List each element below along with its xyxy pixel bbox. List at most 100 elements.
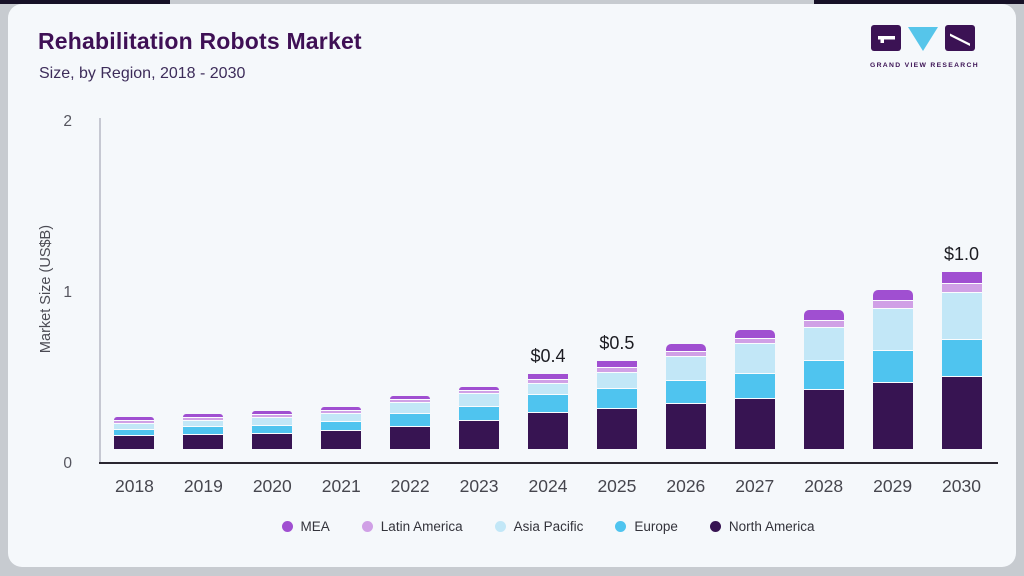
top-left-dark-strip	[0, 0, 170, 4]
x-axis-label-2022: 2022	[390, 476, 430, 496]
top-right-dark-strip	[814, 0, 1024, 4]
bar-segment-asia-pacific	[183, 420, 224, 427]
legend-label: Europe	[634, 519, 678, 534]
bar-2028	[803, 309, 844, 449]
bar-segment-latin-america	[665, 351, 706, 356]
bar-segment-latin-america	[941, 283, 982, 292]
bar-segment-latin-america	[459, 389, 500, 394]
bar-segment-north-america	[872, 382, 913, 449]
legend-label: Latin America	[380, 519, 463, 534]
bar-segment-asia-pacific	[872, 307, 913, 350]
y-axis-line	[99, 118, 101, 464]
bar-segment-europe	[252, 424, 293, 433]
bar-segment-europe	[527, 393, 568, 413]
x-axis-line	[99, 462, 998, 464]
y-tick-2: 2	[63, 113, 72, 130]
x-axis-label-2018: 2018	[114, 476, 154, 496]
bar-segment-europe	[596, 387, 637, 408]
x-axis-label-2025: 2025	[597, 476, 637, 496]
bar-value-label-2025: $0.5	[599, 333, 635, 354]
bar-segment-asia-pacific	[665, 355, 706, 381]
bar-segment-north-america	[114, 435, 155, 449]
bar-segment-asia-pacific	[803, 326, 844, 361]
bar-segment-mea	[527, 373, 568, 379]
bar-segment-latin-america	[803, 319, 844, 327]
bar-2030: $1.0	[941, 244, 982, 449]
bar-segment-asia-pacific	[114, 423, 155, 429]
bar-segment-mea	[390, 395, 431, 399]
legend-label: Asia Pacific	[513, 519, 584, 534]
bar-2023	[459, 386, 500, 449]
bar-segment-north-america	[252, 432, 293, 449]
bar-2018	[114, 417, 155, 449]
bar-segment-latin-america	[596, 367, 637, 372]
legend-item-north-america: North America	[709, 519, 815, 534]
bar-segment-latin-america	[390, 398, 431, 402]
bar-segment-mea	[596, 361, 637, 368]
page-title: Rehabilitation Robots Market	[38, 28, 362, 54]
bar-segment-mea	[665, 344, 706, 352]
bar-segment-europe	[114, 428, 155, 436]
bar-2026	[665, 344, 706, 449]
legend-label: North America	[728, 519, 815, 534]
bar-segment-europe	[183, 426, 224, 434]
bar-segment-latin-america	[527, 378, 568, 383]
bar-2027	[734, 329, 775, 449]
y-tick-0: 0	[63, 455, 72, 472]
bar-2022	[390, 395, 431, 449]
bar-segment-north-america	[941, 375, 982, 449]
bar-2025: $0.5	[596, 333, 637, 449]
page-subtitle: Size, by Region, 2018 - 2030	[39, 65, 246, 82]
bar-value-label-2024: $0.4	[530, 345, 566, 366]
chart-legend: MEA Latin America Asia Pacific Europe North …	[100, 519, 996, 534]
bar-segment-north-america	[527, 412, 568, 449]
bar-segment-north-america	[734, 397, 775, 449]
bar-segment-asia-pacific	[734, 343, 775, 374]
gvr-logo-icon	[871, 25, 975, 51]
bar-2021	[321, 406, 362, 449]
bar-2019	[183, 414, 224, 449]
x-axis-label-2023: 2023	[459, 476, 499, 496]
legend-dot-mea	[281, 521, 293, 532]
bar-segment-asia-pacific	[941, 291, 982, 340]
bar-segment-mea	[734, 329, 775, 339]
x-axis-labels: 2018 2019 2020 2021 2022 2023 2024 2025 2026 2027…	[100, 476, 996, 497]
x-axis-label-2027: 2027	[735, 476, 775, 496]
bar-segment-europe	[803, 360, 844, 390]
grand-view-research-logo: GRAND VIEW RESEARCH	[870, 24, 979, 69]
legend-dot-north-america	[709, 521, 721, 532]
bar-value-label-2030: $1.0	[943, 243, 980, 264]
bar-segment-latin-america	[183, 417, 224, 421]
x-axis-label-2024: 2024	[528, 476, 568, 496]
bar-segment-mea	[321, 406, 362, 410]
bar-segment-mea	[183, 414, 224, 418]
legend-dot-europe	[615, 521, 627, 532]
bar-segment-mea	[803, 309, 844, 320]
x-axis-label-2026: 2026	[666, 476, 706, 496]
legend-item-mea: MEA	[281, 519, 330, 534]
bar-segment-north-america	[183, 433, 224, 449]
bar-segment-north-america	[321, 430, 362, 449]
x-axis-label-2028: 2028	[804, 476, 844, 496]
legend-label: MEA	[300, 519, 330, 534]
bar-2024: $0.4	[527, 346, 568, 449]
bar-segment-europe	[941, 339, 982, 376]
bar-segment-north-america	[596, 408, 637, 449]
legend-dot-asia-pacific	[494, 521, 506, 532]
bar-segment-europe	[321, 420, 362, 431]
x-axis-label-2021: 2021	[321, 476, 361, 496]
bar-segment-asia-pacific	[321, 412, 362, 421]
legend-item-europe: Europe	[615, 519, 678, 534]
bar-segment-europe	[665, 380, 706, 403]
bar-segment-latin-america	[872, 299, 913, 308]
logo-wordmark: GRAND VIEW RESEARCH	[870, 62, 979, 69]
bar-2029	[872, 290, 913, 449]
x-axis-label-2029: 2029	[873, 476, 913, 496]
x-axis-label-2030: 2030	[942, 476, 981, 496]
x-axis-label-2020: 2020	[252, 476, 292, 496]
bars-row: $0.4 $0.5 $1.0	[100, 99, 996, 449]
bar-segment-mea	[459, 386, 500, 390]
bar-segment-latin-america	[734, 338, 775, 344]
bar-segment-mea	[872, 290, 913, 300]
bar-segment-asia-pacific	[596, 371, 637, 388]
